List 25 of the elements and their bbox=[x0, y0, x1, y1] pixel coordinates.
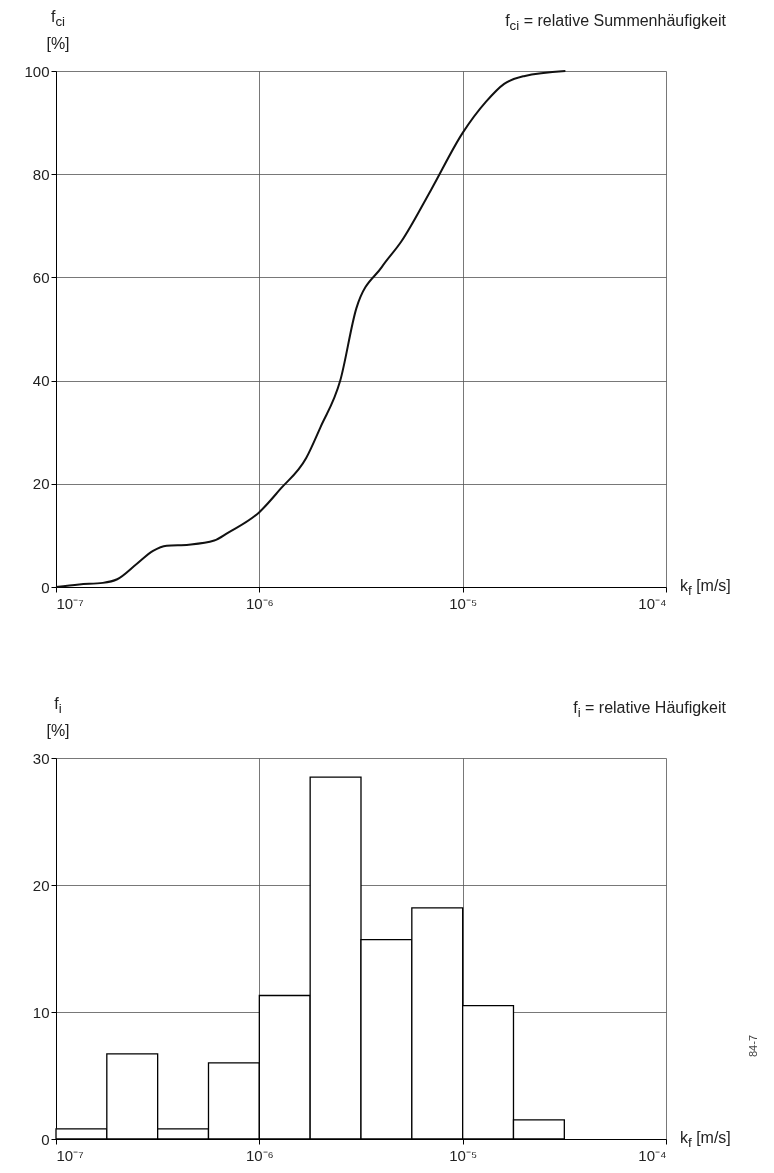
y-tick-label: 20 bbox=[32, 475, 50, 493]
y-tick-label: 20 bbox=[32, 876, 50, 894]
y-tick-label: 100 bbox=[24, 62, 50, 80]
x-axis-title: k$_{f}$ [m/s] bbox=[680, 576, 731, 601]
y-tick-label: 30 bbox=[32, 749, 50, 767]
x-tick-label: 10⁻⁵ bbox=[449, 1146, 478, 1164]
x-tick-label: 10⁻⁶ bbox=[245, 594, 274, 612]
x-tick-label: 10⁻⁷ bbox=[56, 594, 84, 612]
y-tick-label: 10 bbox=[32, 1003, 50, 1021]
chart-title: f$_{ci}$ = relative Summenhäufigkeit bbox=[505, 11, 726, 36]
x-tick-label: 10⁻⁴ bbox=[638, 594, 667, 612]
note-text: 84-7 bbox=[747, 1035, 759, 1057]
x-tick-label: 10⁻⁴ bbox=[638, 1146, 667, 1164]
y-axis-title: f$_{i}$ [%] bbox=[45, 694, 71, 741]
x-tick-label: 10⁻⁵ bbox=[449, 594, 478, 612]
y-tick-label: 40 bbox=[32, 372, 50, 390]
y-tick-label: 80 bbox=[32, 165, 50, 183]
chart-title: f$_{i}$ = relative Häufigkeit bbox=[573, 698, 726, 723]
x-axis-title: k$_{f}$ [m/s] bbox=[680, 1128, 731, 1153]
y-tick-label: 0 bbox=[41, 578, 50, 596]
y-axis-title: f$_{ci}$ [%] bbox=[45, 7, 71, 54]
x-tick-label: 10⁻⁷ bbox=[56, 1146, 84, 1164]
y-tick-label: 60 bbox=[32, 268, 50, 286]
x-tick-label: 10⁻⁶ bbox=[245, 1146, 274, 1164]
y-tick-label: 0 bbox=[41, 1130, 50, 1148]
